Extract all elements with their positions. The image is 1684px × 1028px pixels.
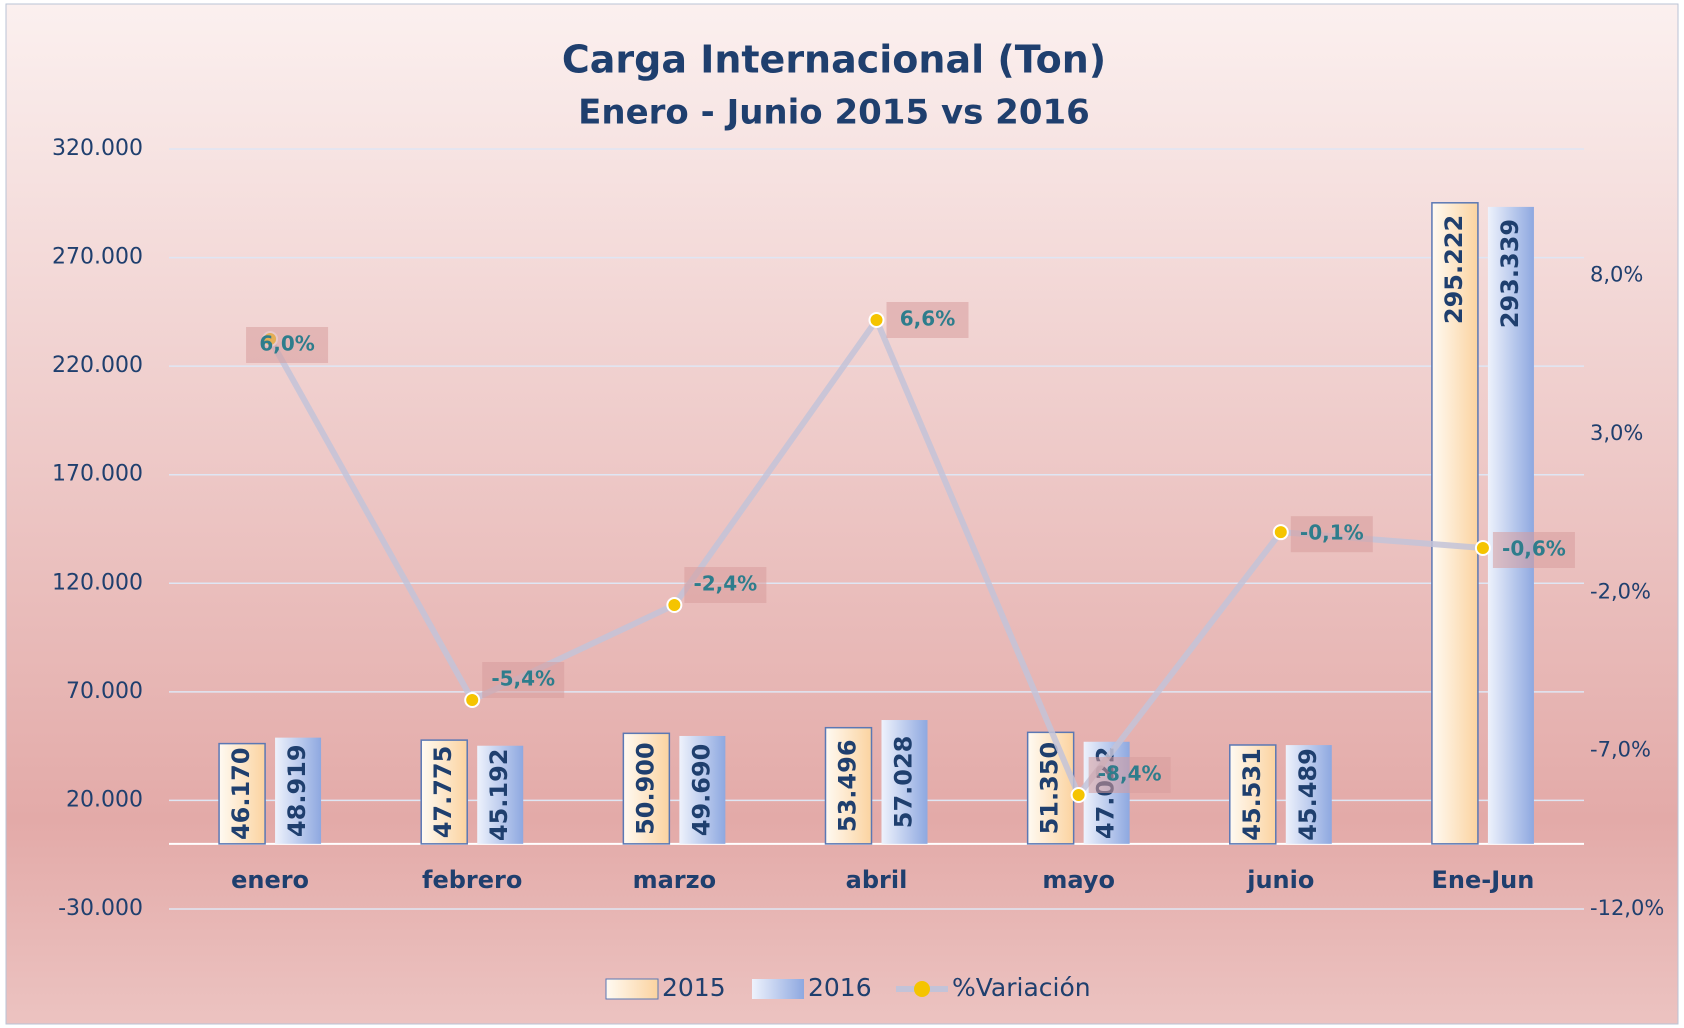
bar-value-label: 53.496	[834, 739, 862, 832]
bar-value-label: 46.170	[227, 747, 255, 840]
bar-value-label: 295.222	[1440, 215, 1468, 324]
y-tick-label: 170.000	[52, 462, 143, 487]
bar	[1487, 206, 1534, 844]
bar	[824, 726, 873, 845]
line-value-label: 6,6%	[900, 307, 955, 331]
chart-subtitle: Enero - Junio 2015 vs 2016	[578, 93, 1090, 133]
line-value-label: -0,6%	[1502, 537, 1566, 561]
x-tick-label: marzo	[633, 866, 717, 894]
bar	[1229, 744, 1277, 845]
y-tick-label: 120.000	[52, 570, 143, 595]
bar	[1431, 202, 1479, 845]
label-box	[1290, 516, 1373, 553]
bar-value-label: 47.775	[429, 746, 457, 839]
y2-tick-label: -2,0%	[1590, 579, 1651, 603]
y2-tick-label: -12,0%	[1590, 896, 1664, 920]
bar-value-label: 50.900	[631, 742, 659, 835]
line-value-label: -8,4%	[1098, 762, 1162, 786]
line-value-label: -2,4%	[693, 572, 757, 596]
label-box	[1088, 757, 1171, 793]
marker	[1272, 524, 1289, 541]
legend-swatch	[605, 978, 659, 1000]
x-tick-label: enero	[231, 866, 309, 894]
marker	[868, 312, 885, 328]
x-tick-label: junio	[1246, 866, 1314, 894]
y-tick-label: 320.000	[52, 136, 143, 161]
y-tick-label: 70.000	[66, 679, 143, 704]
chart-title: Carga Internacional (Ton)	[562, 38, 1106, 82]
label-box	[1492, 532, 1575, 568]
line-value-label: -0,1%	[1300, 521, 1364, 545]
marker	[1474, 540, 1491, 556]
legend-swatch	[752, 979, 804, 999]
bar-value-label: 49.690	[687, 744, 715, 837]
label-box	[482, 662, 565, 698]
marker	[1070, 787, 1087, 803]
bar	[881, 720, 928, 844]
legend-label: 2016	[808, 973, 872, 1002]
bar	[679, 735, 726, 844]
bar	[1285, 745, 1332, 844]
bar-value-label: 45.489	[1294, 748, 1322, 841]
bar-value-label: 48.919	[283, 744, 311, 837]
y-tick-label: -30.000	[58, 896, 143, 921]
bar-value-label: 57.028	[890, 736, 918, 829]
bar-value-label: 51.350	[1036, 742, 1064, 835]
y-tick-label: 220.000	[52, 353, 143, 378]
y-tick-label: 20.000	[66, 787, 143, 812]
label-box	[886, 302, 969, 338]
line-value-label: -5,4%	[491, 667, 555, 691]
legend-label: 2015	[662, 973, 726, 1002]
line-value-label: 6,0%	[259, 332, 314, 356]
x-tick-label: febrero	[422, 866, 522, 894]
y2-tick-label: 3,0%	[1590, 421, 1643, 445]
label-box	[246, 327, 329, 363]
x-tick-label: abril	[846, 866, 908, 894]
bar-value-label: 45.531	[1238, 748, 1266, 841]
y-tick-label: 270.000	[52, 245, 143, 270]
bar	[275, 737, 322, 844]
y2-tick-label: 8,0%	[1590, 263, 1643, 287]
marker	[464, 692, 481, 708]
legend-label: %Variación	[952, 973, 1091, 1002]
bar	[622, 732, 671, 845]
bar-value-label: 45.192	[485, 748, 513, 841]
bar	[218, 742, 266, 845]
label-box	[684, 567, 767, 603]
background	[5, 3, 1679, 1025]
bar	[420, 739, 468, 845]
bar	[1026, 731, 1075, 845]
y2-tick-label: -7,0%	[1590, 738, 1651, 762]
bar	[477, 745, 524, 844]
marker	[666, 597, 683, 613]
x-tick-label: mayo	[1042, 866, 1115, 894]
legend-marker	[914, 981, 930, 997]
x-tick-label: Ene-Jun	[1432, 866, 1535, 894]
bar-value-label: 293.339	[1496, 219, 1524, 328]
